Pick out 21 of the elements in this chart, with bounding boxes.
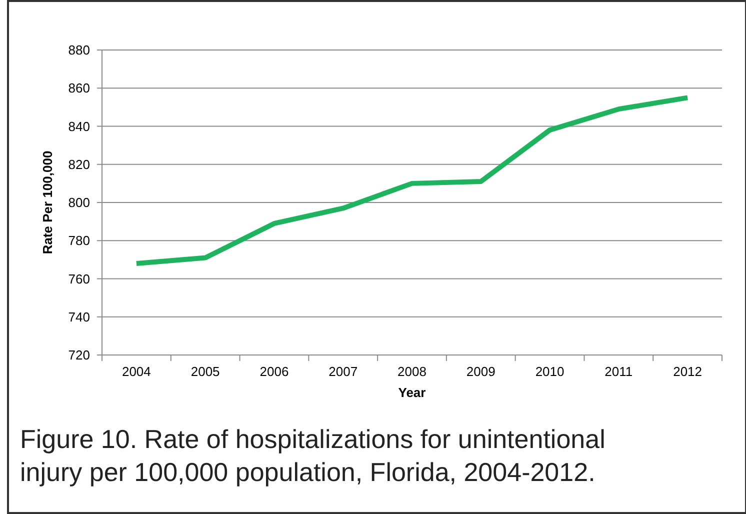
x-tick-label: 2006 (260, 364, 289, 379)
y-tick-label: 740 (68, 309, 90, 324)
caption: Figure 10. Rate of hospitalizations for unintentional injury per 100,000 population, Florida, 2004-2012. (20, 424, 606, 487)
y-tick-label: 720 (68, 348, 90, 363)
x-tick-label: 2007 (328, 364, 358, 379)
y-tick-label: 760 (68, 271, 90, 286)
x-tick-label: 2012 (673, 364, 702, 379)
x-tick-label: 2008 (398, 364, 426, 379)
x-tick-label: 2010 (535, 364, 564, 379)
x-axis-title: Year (398, 385, 426, 400)
y-tick-label: 860 (68, 80, 90, 96)
y-tick-label: 880 (68, 42, 90, 58)
y-tick-label: 840 (68, 118, 90, 134)
x-tick-label: 2004 (122, 364, 151, 379)
y-axis-title: Rate Per 100,000 (40, 150, 55, 254)
y-tick-label: 800 (68, 195, 90, 210)
x-tick-label: 2011 (604, 364, 633, 379)
x-tick-label: 2005 (190, 364, 220, 379)
y-tick-label: 780 (68, 233, 90, 248)
x-tick-label: 2009 (466, 364, 496, 379)
y-tick-label: 820 (68, 156, 90, 172)
